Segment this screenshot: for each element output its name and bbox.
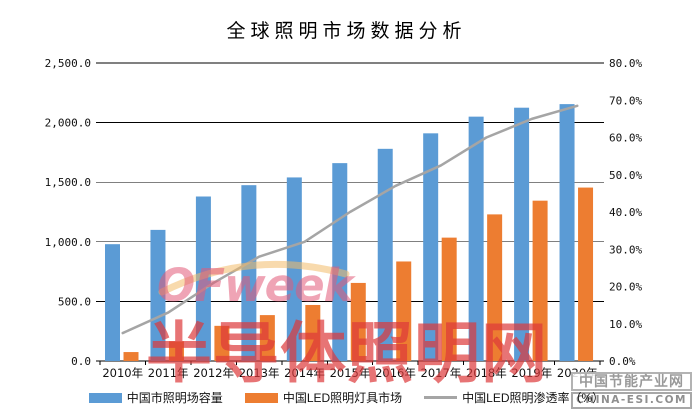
x-axis-category-label: 2012年 xyxy=(193,366,234,380)
x-axis-category-label: 2011年 xyxy=(148,366,189,380)
bar-market-capacity xyxy=(105,244,120,361)
left-axis-tick-label: 1,500.0 xyxy=(45,176,91,189)
bar-led-market xyxy=(123,352,139,361)
left-axis-tick-label: 0.0 xyxy=(71,355,91,368)
left-axis-tick-label: 1,000.0 xyxy=(45,236,91,249)
right-axis-tick-label: 60.0% xyxy=(609,132,642,145)
x-axis-category-label: 2010年 xyxy=(102,366,143,380)
bar-led-market xyxy=(350,282,366,361)
legend-swatch-gray-line-icon xyxy=(424,396,458,399)
right-axis-tick-label: 50.0% xyxy=(609,169,642,182)
bar-led-market xyxy=(487,214,503,361)
bar-market-capacity xyxy=(377,148,393,361)
bar-market-capacity xyxy=(514,107,530,361)
x-axis-category-label: 2019年 xyxy=(511,366,552,380)
chart-legend: 中国市照明场容量 中国LED照明灯具市场 中国LED照明渗透率（%） xyxy=(0,389,693,406)
bar-market-capacity xyxy=(150,229,166,361)
x-axis-category-label: 2017年 xyxy=(421,366,462,380)
right-axis-tick-label: 70.0% xyxy=(609,94,642,107)
right-axis-tick-label: 20.0% xyxy=(609,281,642,294)
bar-market-capacity xyxy=(241,185,257,361)
legend-item-market-capacity: 中国市照明场容量 xyxy=(88,389,223,406)
right-axis-tick-label: 40.0% xyxy=(609,206,642,219)
legend-item-penetration: 中国LED照明渗透率（%） xyxy=(424,389,604,406)
bar-market-capacity xyxy=(195,196,211,361)
penetration-rate-line xyxy=(121,104,579,335)
bar-led-market xyxy=(396,261,412,361)
bar-led-market xyxy=(259,315,275,361)
x-axis-category-label: 2014年 xyxy=(284,366,325,380)
x-axis-category-label: 2018年 xyxy=(466,366,507,380)
bar-market-capacity xyxy=(286,177,302,361)
legend-item-led-market: 中国LED照明灯具市场 xyxy=(244,389,403,406)
bar-led-market xyxy=(441,237,457,361)
legend-label-market-capacity: 中国市照明场容量 xyxy=(126,391,223,405)
left-axis-tick-label: 2,500.0 xyxy=(45,57,91,70)
x-axis-category-label: 2016年 xyxy=(375,366,416,380)
legend-label-penetration: 中国LED照明渗透率（%） xyxy=(462,391,605,405)
left-axis-tick-label: 2,000.0 xyxy=(45,117,91,130)
right-axis-tick-label: 30.0% xyxy=(609,243,642,256)
bar-market-capacity xyxy=(468,116,484,361)
bar-led-market xyxy=(214,325,230,361)
bar-market-capacity xyxy=(423,133,439,361)
right-axis-tick-label: 0.0% xyxy=(609,355,636,368)
bar-led-market xyxy=(578,187,594,361)
right-axis-tick-label: 80.0% xyxy=(609,57,642,70)
x-axis-category-label: 2015年 xyxy=(330,366,371,380)
bar-led-market xyxy=(532,200,548,361)
bar-market-capacity xyxy=(332,163,348,361)
bar-market-capacity xyxy=(559,104,575,362)
right-axis-tick-label: 10.0% xyxy=(609,318,642,331)
legend-swatch-orange-icon xyxy=(244,392,278,403)
chart-title: 全球照明市场数据分析 xyxy=(226,21,467,42)
bar-led-market xyxy=(305,304,321,361)
legend-swatch-blue-icon xyxy=(88,392,122,403)
bar-led-market xyxy=(168,341,184,361)
left-axis-tick-label: 500.0 xyxy=(58,295,91,308)
legend-label-led-market: 中国LED照明灯具市场 xyxy=(282,391,403,405)
x-axis-category-label: 2020年 xyxy=(557,366,598,380)
x-axis-category-label: 2013年 xyxy=(239,366,280,380)
